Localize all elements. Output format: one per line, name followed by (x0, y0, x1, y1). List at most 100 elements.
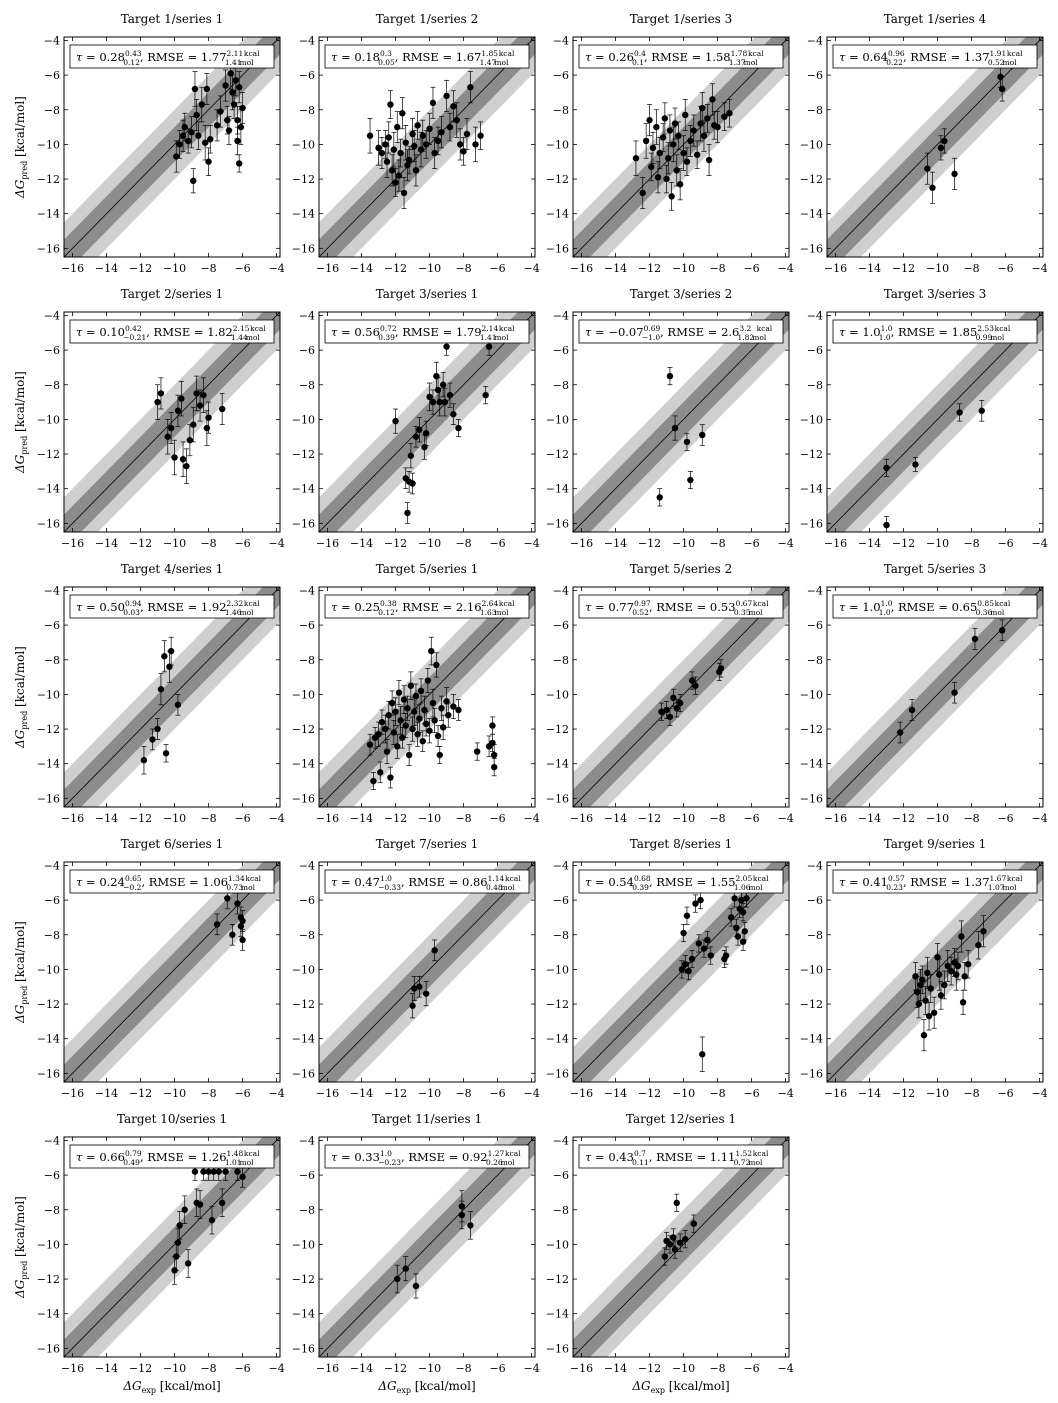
data-point (688, 677, 696, 684)
data-point (653, 123, 660, 131)
data-point (663, 706, 670, 714)
plot-area (319, 37, 535, 257)
tau-upper: 0.97 (634, 599, 651, 608)
rmse-upper: 2.14 (482, 324, 499, 333)
y-tick-label: −4 (299, 859, 315, 872)
y-tick-label: −16 (292, 517, 315, 530)
x-axis-label: ΔGexp [kcal/mol] (122, 1379, 220, 1395)
x-tick-label: −10 (926, 262, 949, 275)
tau-symbol: τ (585, 325, 592, 339)
data-point (405, 751, 413, 759)
y-tick-label: −14 (800, 483, 823, 496)
y-tick-label: −10 (800, 688, 823, 701)
tau-value: −0.07 (608, 325, 643, 339)
rmse-label: , RMSE = (891, 600, 952, 614)
data-point (937, 144, 945, 152)
x-tick-label: −12 (129, 537, 152, 550)
y-tick-label: −14 (546, 1033, 569, 1046)
panel-1: Target 1/series 1 −16 −14 −12 −10 −8 −6 −4 −16 −1… (13, 12, 285, 275)
axes-frame (826, 311, 1044, 533)
x-tick-label: −6 (997, 1087, 1013, 1100)
plot-area (827, 862, 1043, 1082)
unit-numerator: kcal (992, 324, 1011, 333)
data-point (443, 698, 450, 705)
rmse-label: , RMSE = (903, 50, 964, 64)
data-point (434, 386, 442, 394)
rmse-value: 1.58 (705, 50, 731, 64)
y-tick-label: −14 (800, 1033, 823, 1046)
data-point (375, 731, 382, 738)
tau-value: 0.47 (354, 875, 380, 889)
tau-upper: 0.57 (888, 874, 905, 883)
data-point (431, 717, 438, 724)
tau-lower: −0.33 (378, 883, 401, 892)
rmse-lower: 1.06 (734, 883, 751, 892)
y-tick-label: −10 (800, 963, 823, 976)
data-point (164, 433, 171, 440)
identity-line (319, 587, 535, 807)
data-point (422, 141, 430, 148)
rmse-value: 1.67 (456, 50, 482, 64)
x-tick-label: −4 (777, 812, 793, 825)
axes-frame (318, 311, 536, 533)
data-point (429, 699, 437, 707)
data-point (394, 743, 401, 750)
x-axis-label: ΔGexp [kcal/mol] (631, 1379, 729, 1395)
data-point (485, 343, 493, 350)
data-point (230, 101, 238, 108)
y-tick-label: −6 (299, 344, 315, 357)
plot-area (319, 1137, 535, 1357)
rmse-label: , RMSE = (903, 875, 964, 889)
y-tick-label: −16 (800, 792, 823, 805)
y-tick-label: −12 (546, 723, 569, 736)
plot-area (64, 37, 280, 257)
data-point (429, 99, 437, 107)
tau-lower: 0.52 (632, 608, 649, 617)
x-tick-label: −10 (418, 812, 441, 825)
rmse-label: , RMSE = (649, 875, 710, 889)
data-point (690, 127, 697, 134)
data-point (714, 123, 721, 131)
x-tick-label: −4 (1031, 1087, 1047, 1100)
unit-numerator: kcal (497, 324, 516, 333)
data-point (912, 461, 919, 468)
identity-line (827, 312, 1043, 532)
x-tick-label: −8 (455, 1087, 471, 1100)
data-point (200, 1168, 207, 1175)
stat-box (69, 869, 275, 894)
x-tick-label: −4 (523, 1087, 539, 1100)
rmse-upper: 1.52 (735, 1149, 752, 1158)
data-point (198, 101, 205, 108)
tau-upper: 0.65 (125, 874, 142, 883)
data-point (409, 1002, 416, 1009)
unit-numerator: kcal (503, 1149, 522, 1158)
tau-symbol: τ (585, 1150, 592, 1164)
rmse-value: 1.11 (710, 1150, 736, 1164)
identity-line (573, 587, 789, 807)
y-label-subscript: pred (20, 161, 29, 180)
data-point (422, 990, 430, 997)
y-tick-label: −14 (292, 758, 315, 771)
y-tick-label: −8 (553, 654, 569, 667)
panel-4: Target 1/series 4 −16 −14 −12 −10 −8 −6 −4 −16 −1… (800, 12, 1048, 275)
data-point (392, 708, 399, 715)
x-tick-label: −16 (824, 537, 847, 550)
data-point (632, 155, 640, 162)
data-point (387, 774, 394, 781)
panel-title: Target 3/series 2 (630, 287, 733, 301)
data-point (237, 123, 245, 131)
y-label-symbol: ΔG (13, 1004, 27, 1024)
identity-line (64, 862, 280, 1082)
data-point (680, 929, 687, 937)
data-point (666, 713, 674, 721)
y-tick-label: −4 (44, 34, 60, 47)
x-tick-label: −10 (926, 812, 949, 825)
data-point (446, 123, 454, 131)
x-tick-label: −8 (455, 537, 471, 550)
rmse-lower: 1.41 (225, 58, 242, 67)
data-point (421, 706, 428, 714)
data-point (399, 734, 406, 741)
data-point (944, 962, 951, 970)
equals-sign: = (337, 325, 354, 339)
